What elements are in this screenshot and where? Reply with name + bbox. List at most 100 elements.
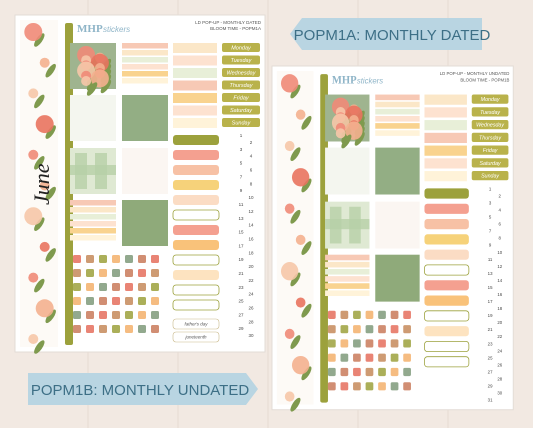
leaf xyxy=(290,272,301,287)
stripe xyxy=(325,268,370,275)
stripe xyxy=(122,64,168,70)
icon-sticker xyxy=(125,311,133,319)
icon-sticker xyxy=(353,367,361,377)
stripe xyxy=(122,57,168,63)
icon-sticker xyxy=(99,269,107,277)
label-tag xyxy=(290,18,482,50)
bar-sticker xyxy=(424,340,470,353)
icon-sticker xyxy=(112,297,120,305)
icon-sticker xyxy=(125,325,133,333)
flower xyxy=(295,234,306,246)
icon-sticker xyxy=(327,353,336,362)
weekday: Monday xyxy=(231,46,252,52)
icon-sticker xyxy=(378,325,386,334)
icon-sticker xyxy=(327,382,336,391)
date-number: 24 xyxy=(248,292,254,297)
icon-sticker xyxy=(125,297,133,305)
date-number: 23 xyxy=(488,341,493,346)
icon-sticker xyxy=(151,311,159,319)
icon-sticker xyxy=(390,310,399,319)
stripe xyxy=(70,200,116,206)
icon-sticker xyxy=(138,311,146,319)
icon-sticker xyxy=(390,339,399,348)
icon-sticker xyxy=(365,325,374,334)
note-text: father's day xyxy=(184,322,208,327)
bar-sticker xyxy=(424,280,469,291)
header-box xyxy=(424,120,467,131)
weekday-pill xyxy=(222,105,260,115)
date-number: 14 xyxy=(248,223,254,228)
date-number: 10 xyxy=(248,195,254,200)
flower xyxy=(28,272,39,283)
header-box xyxy=(173,55,217,66)
date-number: 14 xyxy=(497,278,502,283)
flower xyxy=(280,74,299,93)
logo-sub: stickers xyxy=(357,76,383,85)
flower xyxy=(28,334,39,344)
icon-sticker xyxy=(125,283,133,291)
flower xyxy=(291,355,310,375)
icon-sticker xyxy=(378,367,386,377)
icon-sticker xyxy=(353,339,361,348)
stripe xyxy=(70,221,116,227)
logo-sub: stickers xyxy=(103,25,130,34)
icon-sticker xyxy=(99,297,107,305)
icon-sticker xyxy=(86,283,94,291)
stripe xyxy=(375,94,420,101)
leaf xyxy=(354,131,365,146)
date-number: 30 xyxy=(248,333,254,338)
date-number: 29 xyxy=(488,383,493,388)
weekday: Thursday xyxy=(230,83,254,89)
date-number: 7 xyxy=(489,229,492,234)
header-box xyxy=(173,118,217,128)
icon-sticker xyxy=(378,310,386,319)
icon-sticker xyxy=(86,255,94,263)
icon-sticker xyxy=(390,367,399,377)
weekday-pill xyxy=(222,80,260,90)
date-number: 30 xyxy=(497,390,502,395)
icon-sticker xyxy=(73,283,81,291)
leaf xyxy=(34,217,45,231)
stripe xyxy=(122,43,168,49)
date-number: 26 xyxy=(497,362,502,367)
icon-sticker xyxy=(327,367,336,377)
date-number: 25 xyxy=(238,299,244,304)
icon-sticker xyxy=(99,283,107,291)
flower xyxy=(81,76,92,86)
weekday: Friday xyxy=(483,148,498,154)
icon-sticker xyxy=(403,353,411,362)
date-number: 6 xyxy=(499,222,502,227)
bar-sticker xyxy=(424,203,469,214)
icon-sticker xyxy=(403,382,411,391)
leaf xyxy=(34,33,45,47)
icon-sticker xyxy=(327,339,336,348)
date-number: 24 xyxy=(497,348,502,353)
stripe xyxy=(70,228,116,234)
date-number: 22 xyxy=(497,334,502,339)
date-number: 3 xyxy=(240,147,243,152)
note-pill xyxy=(172,331,220,343)
leaf xyxy=(301,303,312,318)
icon-sticker xyxy=(125,255,133,263)
weekday-pill xyxy=(222,55,260,65)
square-sticker xyxy=(375,201,420,249)
leaf xyxy=(45,309,56,324)
date-number: 28 xyxy=(497,376,502,381)
weekday-pill xyxy=(471,132,509,142)
square-sticker xyxy=(325,147,370,195)
date-number: 3 xyxy=(489,200,492,205)
stripe xyxy=(325,261,370,268)
icon-sticker xyxy=(327,325,336,334)
date-number: 17 xyxy=(488,299,493,304)
leaf xyxy=(34,278,45,293)
header-box xyxy=(424,107,467,118)
square-sticker xyxy=(122,148,168,194)
header-box xyxy=(173,80,217,91)
leaf xyxy=(301,115,312,130)
square-sticker xyxy=(122,200,168,246)
weekday: Wednesday xyxy=(476,123,504,129)
leaf xyxy=(301,366,312,381)
weekday: Monday xyxy=(481,97,500,103)
leaf xyxy=(301,178,312,193)
bar-sticker xyxy=(173,135,219,145)
